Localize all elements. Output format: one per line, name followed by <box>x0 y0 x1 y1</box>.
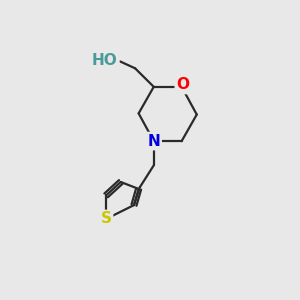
Text: O: O <box>176 77 189 92</box>
Text: N: N <box>147 134 160 148</box>
Text: S: S <box>100 212 112 226</box>
Text: HO: HO <box>92 53 118 68</box>
